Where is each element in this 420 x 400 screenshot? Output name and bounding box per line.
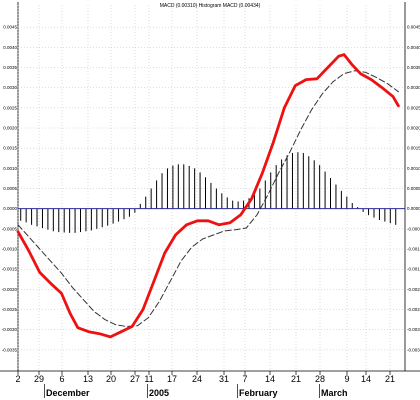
- y-tick-label-right: 0.0020: [407, 126, 420, 131]
- grid: [17, 5, 405, 371]
- signal-line: [17, 70, 399, 327]
- y-axis-left: 0.0045 0.0040 0.0035 0.0030 0.0025 0.0020 0.00…: [2, 25, 18, 353]
- y-tick-label-right: 0.0015: [407, 146, 420, 151]
- y-tick-label-left: 0.0035: [3, 65, 17, 70]
- x-tick-label: 11: [144, 374, 153, 384]
- y-tick-label-right: -0.0030: [407, 327, 420, 332]
- y-tick-label-left: 0.0005: [3, 186, 17, 191]
- y-tick-label-left: 0.0040: [3, 45, 17, 50]
- x-tick-label: 20: [106, 374, 116, 384]
- y-tick-label-left: -0.0030: [2, 327, 18, 332]
- x-tick-label: 21: [291, 374, 301, 384]
- month-label: December: [46, 388, 90, 398]
- y-tick-label-left: -0.0015: [2, 267, 18, 272]
- y-tick-label-left: -0.0010: [2, 247, 18, 252]
- y-axis-right: 0.0045 0.0040 0.0035 0.0030 0.0025 0.0020 0.00…: [407, 25, 420, 353]
- x-tick-label: 21: [385, 374, 395, 384]
- histogram: [20, 152, 397, 233]
- x-tick-label: 14: [361, 374, 371, 384]
- y-tick-label-right: -0.0025: [407, 307, 420, 312]
- y-tick-label-left: 0.0000: [3, 206, 17, 211]
- month-labels: December 2005 February March: [44, 384, 348, 398]
- month-label: March: [321, 388, 348, 398]
- month-label: 2005: [149, 388, 169, 398]
- y-tick-label-right: 0.0005: [407, 186, 420, 191]
- x-tick-label: 7: [242, 374, 247, 384]
- y-tick-label-left: -0.0020: [2, 287, 18, 292]
- y-tick-label-right: -0.0020: [407, 287, 420, 292]
- chart-frame: [0, 2, 420, 372]
- y-tick-label-left: 0.0020: [3, 126, 17, 131]
- y-tick-label-right: 0.0040: [407, 45, 420, 50]
- x-tick-label: 9: [344, 374, 349, 384]
- y-tick-label-left: -0.0005: [2, 226, 18, 231]
- y-tick-label-left: -0.0035: [2, 347, 18, 352]
- x-tick-label: 13: [83, 374, 93, 384]
- y-tick-label-right: -0.0035: [407, 347, 420, 352]
- y-tick-label-right: -0.0015: [407, 267, 420, 272]
- x-tick-label: 31: [219, 374, 229, 384]
- x-tick-label: 2: [15, 374, 20, 384]
- y-tick-label-right: 0.0010: [407, 166, 420, 171]
- series-lines: [16, 53, 400, 339]
- x-tick-label: 14: [265, 374, 275, 384]
- y-tick-label-left: 0.0015: [3, 146, 17, 151]
- y-tick-label-left: 0.0010: [3, 166, 17, 171]
- y-tick-label-right: 0.0025: [407, 105, 420, 110]
- y-tick-label-right: 0.0045: [407, 25, 420, 30]
- x-tick-label: 24: [192, 374, 202, 384]
- x-axis: 2 29 6 13 20 27 11 17 24 31 7 14 21 28 9 14 21: [15, 371, 395, 384]
- x-tick-label: 27: [130, 374, 140, 384]
- y-tick-label-right: 0.0000: [407, 206, 420, 211]
- y-tick-label-right: -0.0005: [407, 226, 420, 231]
- y-tick-label-right: -0.0010: [407, 247, 420, 252]
- y-tick-label-left: 0.0045: [3, 25, 17, 30]
- chart-title: MACD (0.00310) Histogram MACD (0.00434): [160, 3, 261, 9]
- y-tick-label-left: 0.0025: [3, 105, 17, 110]
- y-tick-label-left: 0.0030: [3, 85, 17, 90]
- y-tick-label-right: 0.0030: [407, 85, 420, 90]
- month-label: February: [239, 388, 278, 398]
- x-tick-label: 6: [59, 374, 64, 384]
- x-tick-label: 28: [315, 374, 325, 384]
- y-tick-label-left: -0.0025: [2, 307, 18, 312]
- x-tick-label: 17: [167, 374, 177, 384]
- x-tick-label: 29: [34, 374, 44, 384]
- y-tick-label-right: 0.0035: [407, 65, 420, 70]
- macd-line: [16, 53, 400, 339]
